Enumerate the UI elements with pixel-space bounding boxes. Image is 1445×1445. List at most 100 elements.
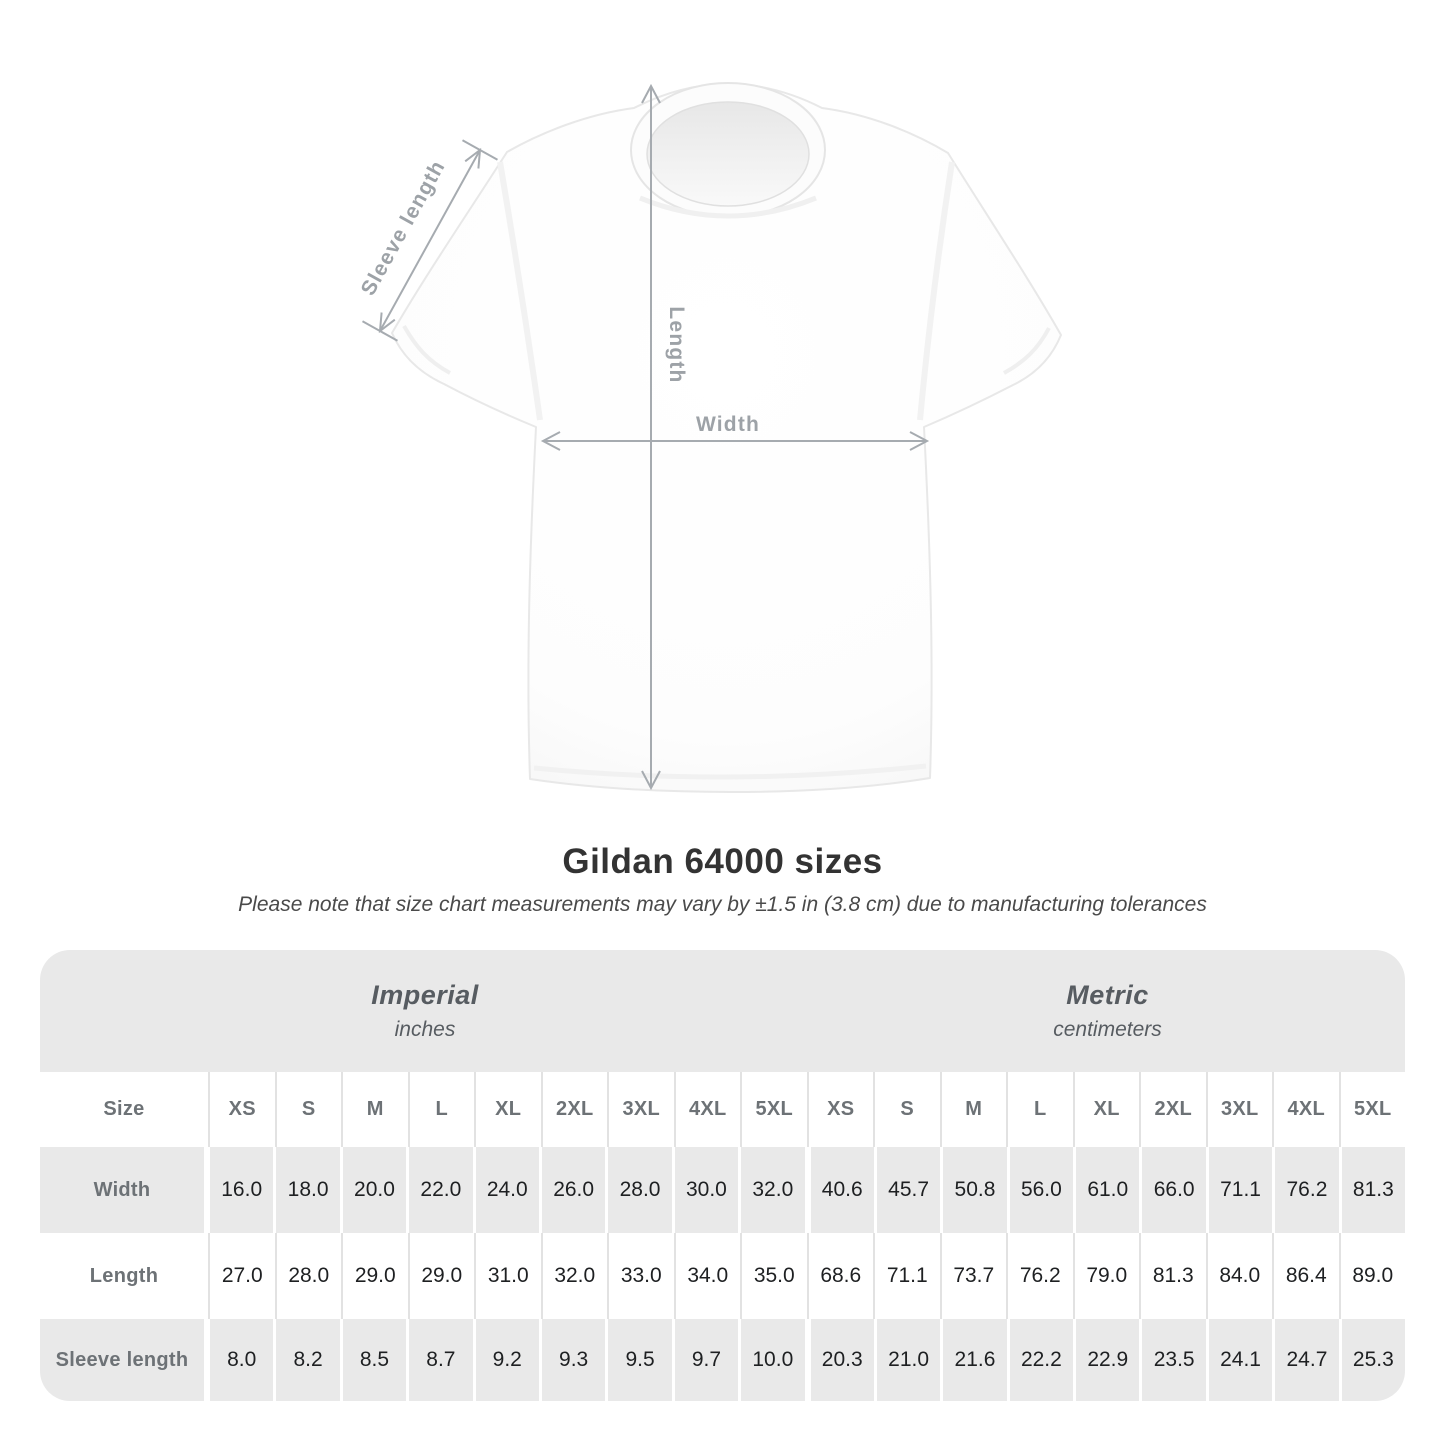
value-length-cm-2xl: 81.3 bbox=[1141, 1233, 1208, 1319]
value-sleeve-length-in-4xl: 9.7 bbox=[674, 1319, 742, 1401]
value-length-cm-m: 73.7 bbox=[942, 1233, 1008, 1319]
size-header-imperial-5xl: 5XL bbox=[742, 1072, 809, 1147]
length-figure-label: Length bbox=[665, 306, 688, 383]
tshirt-illustration bbox=[391, 82, 1062, 793]
size-header-metric-3xl: 3XL bbox=[1208, 1072, 1274, 1147]
size-header-imperial-2xl: 2XL bbox=[543, 1072, 609, 1147]
value-length-cm-5xl: 89.0 bbox=[1352, 1264, 1394, 1287]
value-width-in-xs: 16.0 bbox=[210, 1147, 277, 1233]
value-length-in-xs: 27.0 bbox=[210, 1233, 277, 1319]
value-width-in-m: 20.0 bbox=[342, 1147, 410, 1233]
table-header: Imperial inches Metric centimeters bbox=[40, 950, 1405, 1072]
value-length-in-2xl: 32.0 bbox=[543, 1233, 609, 1319]
tolerance-note: Please note that size chart measurements… bbox=[238, 893, 1207, 916]
value-sleeve-length-in-5xl: 10.0 bbox=[741, 1319, 811, 1401]
row-length: Length 27.0 28.0 29.0 29.0 31.0 32.0 33.0 34.0 35… bbox=[40, 1233, 1405, 1319]
size-column-header: Size bbox=[40, 1072, 210, 1147]
value-width-cm-m: 50.8 bbox=[943, 1147, 1010, 1233]
value-sleeve-length-in-xs: 8.0 bbox=[210, 1319, 277, 1401]
value-width-cm-xs: 40.6 bbox=[810, 1147, 877, 1233]
value-sleeve-length-cm-l: 22.2 bbox=[1009, 1319, 1077, 1401]
value-sleeve-length-in-l: 8.7 bbox=[409, 1319, 476, 1401]
size-header-metric-l: L bbox=[1008, 1072, 1075, 1147]
value-length-cm-3xl: 84.0 bbox=[1208, 1233, 1274, 1319]
value-length-in-xl: 31.0 bbox=[476, 1233, 543, 1319]
value-width-cm-3xl: 71.1 bbox=[1208, 1147, 1276, 1233]
size-header-metric-5xl: 5XL bbox=[1353, 1098, 1392, 1120]
metric-header-group: Metric centimeters bbox=[810, 950, 1405, 1072]
value-length-cm-s: 71.1 bbox=[875, 1233, 942, 1319]
value-sleeve-length-in-xl: 9.2 bbox=[475, 1319, 542, 1401]
value-width-in-xl: 24.0 bbox=[475, 1147, 542, 1233]
value-sleeve-length-cm-s: 21.0 bbox=[876, 1319, 944, 1401]
value-length-cm-4xl: 86.4 bbox=[1274, 1233, 1341, 1319]
length-arrow bbox=[641, 83, 661, 791]
width-arrow bbox=[540, 431, 930, 451]
value-width-in-5xl: 32.0 bbox=[741, 1147, 811, 1233]
table-body: Width 16.0 18.0 20.0 22.0 24.0 26.0 28.0 30.0 32.… bbox=[40, 1147, 1406, 1401]
value-sleeve-length-in-m: 8.5 bbox=[342, 1319, 410, 1401]
value-width-cm-l: 56.0 bbox=[1009, 1147, 1077, 1233]
row-sleeve-length: Sleeve length 8.0 8.2 8.5 8.7 9.2 9.3 9.5 9.7 10.… bbox=[40, 1319, 1406, 1401]
row-label-length: Length bbox=[40, 1233, 210, 1319]
value-length-cm-l: 76.2 bbox=[1008, 1233, 1075, 1319]
value-sleeve-length-cm-m: 21.6 bbox=[943, 1319, 1010, 1401]
value-width-cm-2xl: 66.0 bbox=[1142, 1147, 1209, 1233]
size-header-row: Size XS S M L XL 2XL 3XL 4XL 5XL XS S M L XL 2XL 3XL 4XL 5… bbox=[40, 1072, 1405, 1147]
value-sleeve-length-in-3xl: 9.5 bbox=[608, 1319, 675, 1401]
value-length-in-5xl: 35.0 bbox=[742, 1233, 809, 1319]
value-width-in-s: 18.0 bbox=[276, 1147, 343, 1233]
value-width-in-4xl: 30.0 bbox=[674, 1147, 742, 1233]
value-sleeve-length-cm-4xl: 24.7 bbox=[1275, 1319, 1342, 1401]
imperial-header-group: Imperial inches bbox=[40, 950, 810, 1072]
value-sleeve-length-in-2xl: 9.3 bbox=[541, 1319, 609, 1401]
tshirt-collar-opening bbox=[646, 101, 810, 207]
value-length-in-3xl: 33.0 bbox=[609, 1233, 676, 1319]
page-title: Gildan 64000 sizes bbox=[562, 842, 883, 881]
size-header-imperial-xl: XL bbox=[476, 1072, 543, 1147]
size-header-imperial-l: L bbox=[410, 1072, 476, 1147]
value-length-in-s: 28.0 bbox=[277, 1233, 343, 1319]
imperial-unit-label: inches bbox=[394, 1018, 456, 1041]
size-header-metric-4xl: 4XL bbox=[1274, 1072, 1341, 1147]
value-width-cm-s: 45.7 bbox=[876, 1147, 944, 1233]
size-header-metric-s: S bbox=[875, 1072, 942, 1147]
size-header-metric-xs: XS bbox=[809, 1072, 875, 1147]
tshirt-measurement-figure: Sleeve length Length Width bbox=[357, 82, 1062, 793]
value-length-in-m: 29.0 bbox=[343, 1233, 410, 1319]
size-header-imperial-4xl: 4XL bbox=[676, 1072, 742, 1147]
value-width-in-l: 22.0 bbox=[409, 1147, 476, 1233]
size-header-metric-xl: XL bbox=[1075, 1072, 1141, 1147]
imperial-group-label: Imperial bbox=[371, 980, 479, 1010]
value-width-cm-4xl: 76.2 bbox=[1275, 1147, 1342, 1233]
size-header-metric-2xl: 2XL bbox=[1141, 1072, 1208, 1147]
row-label-sleeve-length: Sleeve length bbox=[40, 1319, 210, 1401]
measurement-arrows bbox=[362, 83, 930, 791]
value-width-in-2xl: 26.0 bbox=[541, 1147, 609, 1233]
row-width: Width 16.0 18.0 20.0 22.0 24.0 26.0 28.0 30.0 32.… bbox=[40, 1147, 1406, 1233]
metric-unit-label: centimeters bbox=[1053, 1018, 1162, 1041]
size-header-imperial-3xl: 3XL bbox=[609, 1072, 676, 1147]
value-length-in-4xl: 34.0 bbox=[676, 1233, 742, 1319]
size-header-imperial-s: S bbox=[277, 1072, 343, 1147]
size-header-metric-m: M bbox=[942, 1072, 1008, 1147]
value-sleeve-length-in-s: 8.2 bbox=[276, 1319, 343, 1401]
size-table: Imperial inches Metric centimeters Size X… bbox=[40, 950, 1406, 1401]
width-figure-label: Width bbox=[696, 413, 760, 436]
value-length-in-l: 29.0 bbox=[410, 1233, 476, 1319]
value-sleeve-length-cm-2xl: 23.5 bbox=[1142, 1319, 1209, 1401]
value-sleeve-length-cm-5xl: 25.3 bbox=[1341, 1319, 1406, 1401]
size-header-imperial-m: M bbox=[343, 1072, 410, 1147]
value-sleeve-length-cm-3xl: 24.1 bbox=[1208, 1319, 1276, 1401]
metric-group-label: Metric bbox=[1066, 980, 1149, 1010]
row-label-width: Width bbox=[40, 1147, 210, 1233]
value-width-cm-xl: 61.0 bbox=[1076, 1147, 1143, 1233]
value-width-in-3xl: 28.0 bbox=[608, 1147, 675, 1233]
value-length-cm-xs: 68.6 bbox=[809, 1233, 875, 1319]
size-header-imperial-xs: XS bbox=[210, 1072, 277, 1147]
value-length-cm-xl: 79.0 bbox=[1075, 1233, 1141, 1319]
value-sleeve-length-cm-xs: 20.3 bbox=[810, 1319, 877, 1401]
tshirt-body bbox=[391, 83, 1062, 793]
sleeve-length-arrow bbox=[362, 139, 498, 342]
value-width-cm-5xl: 81.3 bbox=[1341, 1147, 1406, 1233]
